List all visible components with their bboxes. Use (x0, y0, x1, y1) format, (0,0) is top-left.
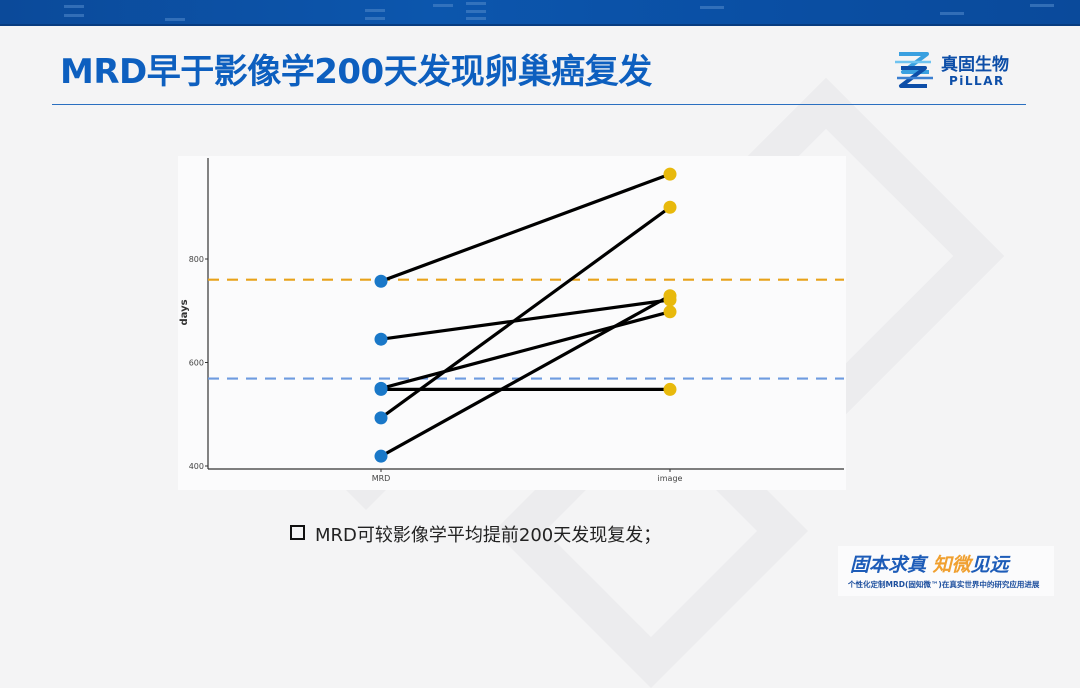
slide-title: MRD早于影像学200天发现卵巢癌复发 (60, 52, 652, 92)
square-bullet-icon (290, 525, 305, 540)
mrd-point (374, 274, 388, 288)
image-point (663, 289, 677, 303)
company-logo: 真固生物 PiLLAR (893, 46, 1033, 96)
patient-line (380, 172, 671, 283)
y-axis-label: days (179, 299, 190, 325)
slogan-part-2: 知微 (932, 554, 971, 576)
slogan-headline: 固本求真 知微见远 (850, 550, 1009, 577)
mrd-point (374, 449, 388, 463)
patient-line (380, 205, 671, 420)
logo-name-en: PiLLAR (949, 74, 1005, 88)
mrd-point (374, 332, 388, 346)
pillar-logo-icon (895, 52, 933, 88)
chart-panel: 400 600 800 MRD image days (178, 156, 846, 490)
mrd-point (374, 382, 388, 396)
banner-decoration (64, 5, 84, 8)
banner-decoration (466, 17, 486, 20)
banner-decoration (365, 9, 385, 12)
y-tick-label: 800 (189, 255, 204, 264)
logo-name-cn: 真固生物 (941, 55, 1009, 75)
banner-decoration (940, 12, 964, 15)
slogan-part-1: 固本求真 (850, 554, 927, 576)
y-tick-label: 400 (189, 462, 204, 471)
patient-line (380, 294, 671, 458)
slogan-banner: 固本求真 知微见远 个性化定制MRD(固知微™)在真实世界中的研究应用进展 (838, 546, 1054, 596)
image-point (663, 382, 677, 396)
slogan-part-3: 见远 (970, 554, 1009, 576)
slogan-subtitle: 个性化定制MRD(固知微™)在真实世界中的研究应用进展 (848, 580, 1040, 589)
banner-decoration (433, 4, 453, 7)
banner-decoration (64, 14, 84, 17)
title-divider (52, 104, 1026, 105)
image-point (663, 305, 677, 319)
image-point (663, 200, 677, 214)
patient-line (380, 298, 671, 341)
x-tick-label: image (658, 474, 683, 483)
banner-decoration (1030, 4, 1054, 7)
bullet-point: MRD可较影像学平均提前200天发现复发； (290, 521, 661, 547)
banner-decoration (700, 6, 724, 9)
y-tick-label: 600 (189, 359, 204, 368)
banner-decoration (365, 17, 385, 20)
banner-decoration (466, 10, 486, 13)
banner-decoration (165, 18, 185, 21)
patient-line (380, 310, 671, 390)
image-point (663, 167, 677, 181)
top-banner (0, 0, 1080, 26)
mrd-point (374, 411, 388, 425)
x-tick-label: MRD (372, 474, 391, 483)
slope-chart: 400 600 800 MRD image days (179, 158, 844, 483)
banner-decoration (466, 2, 486, 5)
bullet-text: MRD可较影像学平均提前200天发现复发； (315, 525, 662, 546)
